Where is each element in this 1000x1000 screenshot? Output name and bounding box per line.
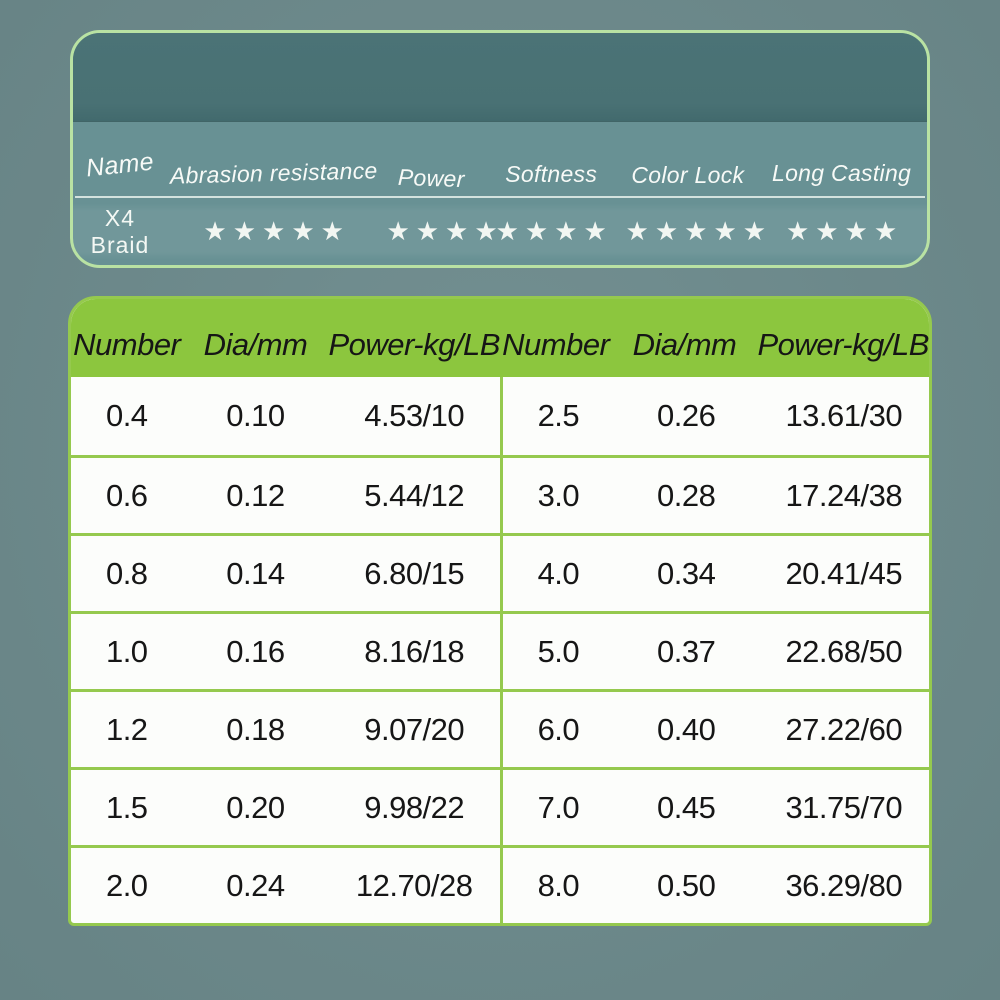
- power-cell: 13.61/30: [785, 398, 903, 433]
- table-row-half-left: 1.2 0.18 9.07/20: [71, 692, 500, 767]
- spec-column-header-power-kg-lb-left: Power-kg/LB: [328, 327, 500, 362]
- dia-cell: 0.12: [226, 477, 285, 513]
- table-row-half-left: 0.6 0.12 5.44/12: [71, 458, 500, 533]
- ratings-card-body: Name Abrasion resistance Power Softness Colo…: [73, 122, 927, 265]
- ratings-header-row: Name Abrasion resistance Power Softness Colo…: [73, 122, 927, 196]
- spec-header-half-right: Number Dia/mm Power-kg/LB: [500, 327, 929, 363]
- table-row-half-right: 5.0 0.37 22.68/50: [500, 614, 929, 689]
- power-cell: 8.16/18: [364, 633, 465, 669]
- table-row-half-right: 4.0 0.34 20.41/45: [500, 536, 929, 611]
- power-cell: 20.41/45: [785, 555, 903, 591]
- table-row: 1.5 0.20 9.98/22 7.0 0.45 31.75/70: [71, 767, 929, 845]
- number-cell: 1.2: [105, 711, 148, 747]
- dia-cell: 0.45: [656, 789, 716, 825]
- dia-cell: 0.40: [656, 711, 716, 747]
- ratings-column-header-name: Name: [84, 147, 156, 183]
- star-rating-abrasion-resistance: ★★★★★: [203, 216, 350, 246]
- ratings-divider: [75, 196, 925, 198]
- table-row-half-left: 1.5 0.20 9.98/22: [71, 770, 500, 845]
- power-cell: 27.22/60: [785, 711, 903, 747]
- number-cell: 5.0: [537, 633, 580, 669]
- table-row-half-left: 0.4 0.10 4.53/10: [71, 377, 500, 455]
- ratings-column-header-color-lock: Color Lock: [631, 162, 745, 188]
- table-row-half-left: 0.8 0.14 6.80/15: [71, 536, 500, 611]
- table-row: 0.6 0.12 5.44/12 3.0 0.28 17.24/38: [71, 455, 929, 533]
- number-cell: 0.6: [105, 477, 148, 513]
- power-cell: 9.98/22: [364, 789, 465, 825]
- table-row: 1.2 0.18 9.07/20 6.0 0.40 27.22/60: [71, 689, 929, 767]
- spec-column-header-number-right: Number: [502, 327, 610, 362]
- ratings-card: Name Abrasion resistance Power Softness Colo…: [70, 30, 930, 268]
- dia-cell: 0.16: [226, 633, 285, 669]
- number-cell: 0.4: [105, 398, 148, 433]
- table-row: 0.4 0.10 4.53/10 2.5 0.26 13.61/30: [71, 377, 929, 455]
- table-row-half-right: 7.0 0.45 31.75/70: [500, 770, 929, 845]
- star-rating-softness: ★★★★: [495, 216, 613, 246]
- spec-table-header-row: Number Dia/mm Power-kg/LB Number Dia/mm Power…: [71, 299, 929, 377]
- number-cell: 8.0: [537, 867, 580, 903]
- ratings-column-header-softness: Softness: [505, 161, 598, 187]
- power-cell: 5.44/12: [364, 477, 465, 513]
- power-cell: 4.53/10: [364, 398, 465, 433]
- spec-header-half-left: Number Dia/mm Power-kg/LB: [71, 327, 500, 363]
- power-cell: 36.29/80: [785, 867, 903, 903]
- number-cell: 6.0: [537, 711, 580, 747]
- table-row-half-right: 2.5 0.26 13.61/30: [500, 377, 929, 455]
- table-row: 0.8 0.14 6.80/15 4.0 0.34 20.41/45: [71, 533, 929, 611]
- number-cell: 1.5: [105, 789, 148, 825]
- star-rating-color-lock: ★★★★★: [625, 216, 773, 246]
- dia-cell: 0.20: [226, 789, 285, 825]
- spec-column-header-number-left: Number: [73, 327, 181, 362]
- dia-cell: 0.37: [656, 633, 716, 669]
- power-cell: 31.75/70: [785, 789, 903, 825]
- dia-cell: 0.50: [656, 867, 716, 903]
- number-cell: 1.0: [105, 633, 148, 669]
- power-cell: 17.24/38: [785, 477, 903, 513]
- power-cell: 22.68/50: [785, 633, 903, 669]
- ratings-column-header-long-casting: Long Casting: [771, 160, 912, 186]
- spec-column-header-dia-mm-right: Dia/mm: [632, 327, 737, 362]
- table-row: 1.0 0.16 8.16/18 5.0 0.37 22.68/50: [71, 611, 929, 689]
- number-cell: 7.0: [537, 789, 580, 825]
- spec-column-header-power-kg-lb-right: Power-kg/LB: [757, 327, 929, 362]
- ratings-card-header-band: [73, 33, 927, 122]
- number-cell: 4.0: [537, 555, 580, 591]
- spec-table-body: 0.4 0.10 4.53/10 2.5 0.26 13.61/30 0.6 0.12 5.44…: [71, 377, 929, 923]
- ratings-column-header-power: Power: [397, 163, 466, 193]
- dia-cell: 0.28: [656, 477, 716, 513]
- table-row-half-left: 1.0 0.16 8.16/18: [71, 614, 500, 689]
- dia-cell: 0.34: [656, 555, 716, 591]
- power-cell: 9.07/20: [364, 711, 465, 747]
- number-cell: 0.8: [105, 555, 148, 591]
- table-row-half-right: 3.0 0.28 17.24/38: [500, 458, 929, 533]
- ratings-column-header-abrasion-resistance: Abrasion resistance: [169, 157, 378, 189]
- star-rating-power: ★★★★: [386, 216, 504, 246]
- dia-cell: 0.24: [226, 867, 285, 903]
- table-row: 2.0 0.24 12.70/28 8.0 0.50 36.29/80: [71, 845, 929, 923]
- ratings-star-row: X4 Braid ★★★★★ ★★★★ ★★★★ ★★★★★ ★★★★: [73, 198, 927, 265]
- dia-cell: 0.18: [226, 711, 285, 747]
- number-cell: 2.5: [537, 398, 580, 433]
- spec-column-header-dia-mm-left: Dia/mm: [203, 327, 308, 362]
- number-cell: 3.0: [537, 477, 580, 513]
- power-cell: 12.70/28: [355, 867, 473, 903]
- dia-cell: 0.14: [226, 555, 285, 591]
- spec-table: Number Dia/mm Power-kg/LB Number Dia/mm Power…: [68, 296, 932, 926]
- dia-cell: 0.10: [226, 398, 285, 433]
- power-cell: 6.80/15: [364, 555, 465, 591]
- dia-cell: 0.26: [656, 398, 716, 433]
- number-cell: 2.0: [105, 867, 148, 903]
- table-row-half-right: 8.0 0.50 36.29/80: [500, 848, 929, 923]
- star-rating-long-casting: ★★★★: [785, 216, 904, 246]
- table-row-half-right: 6.0 0.40 27.22/60: [500, 692, 929, 767]
- table-row-half-left: 2.0 0.24 12.70/28: [71, 848, 500, 923]
- product-name: X4 Braid: [90, 204, 150, 258]
